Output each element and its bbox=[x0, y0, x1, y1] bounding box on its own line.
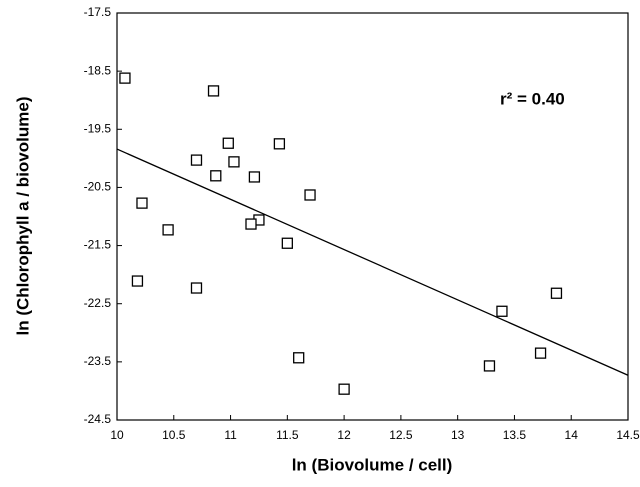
plot-frame bbox=[116, 12, 629, 421]
point bbox=[304, 189, 316, 201]
x-tick-label: 10 bbox=[110, 428, 124, 442]
x-tick-label: 11.5 bbox=[276, 428, 299, 442]
y-tick-label: -19.5 bbox=[84, 121, 112, 135]
point bbox=[119, 72, 131, 84]
point bbox=[273, 138, 286, 150]
y-tick-label: -23.5 bbox=[84, 354, 112, 368]
point bbox=[245, 218, 257, 230]
x-tick-label: 13 bbox=[451, 428, 465, 442]
point bbox=[210, 170, 222, 182]
y-tick-label: -21.5 bbox=[84, 238, 112, 252]
point bbox=[550, 287, 563, 299]
x-tick-label: 12 bbox=[337, 428, 351, 442]
point bbox=[222, 137, 234, 149]
point bbox=[190, 154, 203, 166]
point bbox=[293, 352, 305, 364]
annotation: r² = 0.40 bbox=[500, 89, 565, 108]
point bbox=[281, 237, 293, 249]
point bbox=[338, 383, 350, 395]
y-tick-label: -20.5 bbox=[84, 180, 112, 194]
point bbox=[248, 171, 261, 183]
x-tick-label: 11 bbox=[224, 428, 237, 442]
x-tick-label: 12.5 bbox=[389, 428, 413, 442]
point bbox=[496, 305, 508, 317]
y-axis-title: ln (Chlorophyll a / biovolume) bbox=[13, 97, 32, 336]
point bbox=[207, 85, 220, 97]
y-tick-label: -22.5 bbox=[84, 296, 112, 310]
point bbox=[483, 360, 496, 372]
point bbox=[162, 224, 174, 236]
point bbox=[228, 156, 240, 168]
y-tick-label: -18.5 bbox=[84, 63, 112, 77]
x-axis-title: ln (Biovolume / cell) bbox=[292, 455, 453, 474]
point bbox=[534, 347, 547, 359]
x-tick-label: 14.5 bbox=[616, 428, 640, 442]
x-tick-label: 13.5 bbox=[503, 428, 527, 442]
y-tick-label: -24.5 bbox=[84, 412, 112, 426]
x-tick-label: 14 bbox=[565, 428, 579, 442]
point bbox=[136, 197, 148, 209]
point bbox=[190, 282, 203, 294]
x-tick-label: 10.5 bbox=[162, 428, 186, 442]
trend-line bbox=[116, 148, 629, 376]
y-tick-label: -17.5 bbox=[84, 5, 112, 19]
point bbox=[131, 275, 144, 287]
